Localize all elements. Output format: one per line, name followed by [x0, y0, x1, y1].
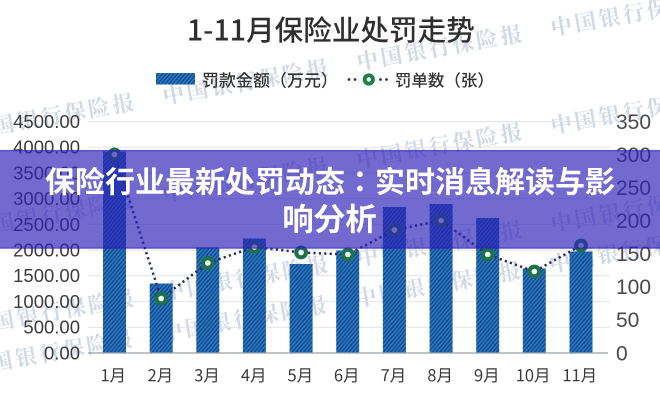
svg-text:0: 0 — [616, 342, 628, 365]
svg-text:1500.00: 1500.00 — [13, 265, 80, 286]
svg-text:500.00: 500.00 — [23, 317, 80, 338]
svg-text:100: 100 — [616, 276, 651, 299]
svg-text:50: 50 — [616, 309, 639, 332]
svg-text:1000.00: 1000.00 — [13, 291, 80, 312]
svg-text:0.00: 0.00 — [44, 342, 80, 363]
svg-text:350: 350 — [616, 111, 651, 134]
svg-text:4500.00: 4500.00 — [13, 111, 80, 132]
svg-text:150: 150 — [616, 243, 651, 266]
